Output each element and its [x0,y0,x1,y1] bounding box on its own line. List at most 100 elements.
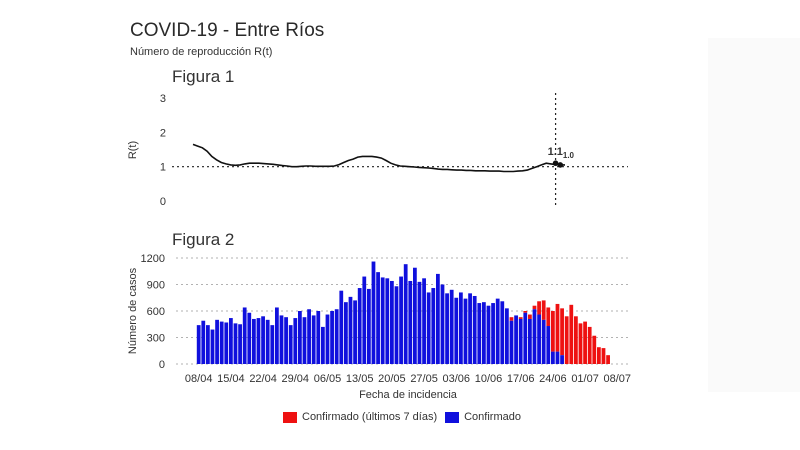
bar-confirmado [509,320,514,364]
bar-confirmado [293,318,298,364]
bar-confirmado [279,315,284,364]
bar-confirmado [403,264,408,364]
bar-confirmado [394,286,399,364]
bar-confirmado [307,309,311,364]
y-tick-label: 300 [147,333,165,345]
bar-confirmado [233,323,238,364]
y-tick-label: 1 [160,162,166,174]
bar-confirmado [330,311,334,364]
bar-confirmado [500,301,505,364]
bar-confirmado [413,267,417,364]
figure-2-label: Figura 2 [172,230,235,249]
x-tick-label: 17/06 [507,373,535,385]
bar-confirmado [537,314,541,364]
bar-confirmado [367,288,371,364]
bar-confirmado [459,292,463,364]
bar-confirmado [302,317,307,364]
bar-confirmado [357,288,362,364]
bar-confirmado [532,309,537,364]
bar-confirmado [229,318,233,364]
bar-confirmado [551,351,555,364]
bar-confirmado [316,311,321,364]
bar-confirmado-7d [541,300,546,320]
legend-swatch-blue [445,411,460,423]
bar-confirmado-7d [606,355,610,364]
x-tick-label: 08/07 [604,373,632,385]
bar-confirmado [445,293,449,364]
y-axis-title: Número de casos [127,267,139,354]
x-tick-label: 24/06 [539,373,567,385]
y-tick-label: 0 [160,196,166,208]
bar-confirmado [376,272,380,364]
side-panel-blank [708,38,800,392]
bar-confirmado-7d [546,307,551,327]
bar-confirmado-7d [560,308,564,356]
bar-confirmado-7d [601,348,606,364]
bar-confirmado [495,298,500,364]
bar-confirmado [215,319,219,364]
bar-confirmado [201,320,206,364]
bar-confirmado [528,318,532,364]
x-tick-label: 15/04 [217,373,245,385]
legend-swatch-red [283,411,297,423]
bar-confirmado [196,325,201,364]
bar-confirmado [449,289,454,364]
bar-confirmado-7d [523,311,528,313]
bar-confirmado [288,325,293,364]
bar-confirmado [477,303,482,364]
bar-confirmado [275,307,279,364]
bar-confirmado-7d [555,303,560,352]
bar-confirmado [247,312,252,364]
bar-confirmado [555,351,560,364]
bar-confirmado [399,276,403,364]
bar-confirmado [472,295,477,364]
bar-confirmado [426,292,431,364]
bar-confirmado-7d [587,326,592,364]
bar-confirmado [224,322,229,364]
y-tick-label: 2 [160,127,166,139]
legend-item-confirmado: Confirmado [445,411,521,423]
bar-confirmado [321,326,325,364]
bar-confirmado [252,318,256,364]
bar-confirmado [518,318,523,364]
x-tick-label: 06/05 [314,373,342,385]
bar-confirmado-7d [518,317,523,319]
bar-confirmado [385,278,390,364]
bar-confirmado [298,311,302,364]
bar-confirmado [219,321,224,364]
bar-confirmado [344,302,348,364]
legend-item-confirmado-7d: Confirmado (últimos 7 días) [283,411,437,423]
bar-confirmado-7d [551,311,555,352]
x-tick-label: 27/05 [410,373,438,385]
bar-confirmado [311,315,316,364]
bar-confirmado [348,296,353,364]
bar-confirmado [454,297,459,364]
y-tick-label: 600 [147,306,165,318]
bar-confirmado [486,305,491,364]
bar-confirmado-7d [574,316,578,364]
bar-confirmado [362,276,367,364]
page-subtitle: Número de reproducción R(t) [130,46,273,58]
x-tick-label: 01/07 [571,373,599,385]
bar-confirmado [468,293,472,364]
bar-confirmado [206,325,210,364]
bar-confirmado [482,302,486,364]
bar-confirmado-7d [578,323,583,364]
bar-confirmado [546,326,551,364]
bar-confirmado [339,290,344,364]
bar-confirmado [284,317,288,364]
x-tick-label: 10/06 [475,373,503,385]
rt-marker-segment [555,162,561,166]
bar-confirmado-7d [583,321,587,364]
bar-confirmado-7d [528,314,532,319]
y-tick-label: 3 [160,93,166,105]
bar-confirmado [523,312,528,364]
bar-confirmado-7d [597,347,601,364]
bar-confirmado [371,261,376,364]
bar-confirmado [242,307,247,364]
x-tick-label: 20/05 [378,373,406,385]
x-tick-label: 03/06 [443,373,471,385]
bar-confirmado [265,319,270,364]
